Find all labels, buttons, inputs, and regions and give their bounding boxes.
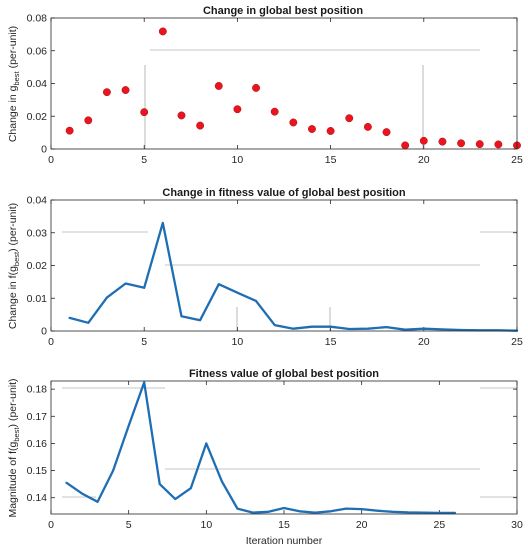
data-point	[84, 116, 93, 125]
x-tick-label: 0	[48, 154, 54, 166]
reference-lines	[144, 49, 480, 149]
data-marks	[68, 221, 519, 332]
x-tick-label: 10	[200, 519, 212, 531]
chart-panel-fitness-change: Change in fitness value of global best p…	[7, 187, 523, 348]
data-point	[252, 83, 260, 92]
x-tick-label: 5	[141, 336, 147, 348]
data-point	[140, 108, 149, 117]
x-tick-label: 10	[232, 154, 244, 166]
chart-title: Fitness value of global best position	[189, 368, 379, 380]
data-point	[177, 111, 186, 120]
chart-panel-global-best-position-change: Change in global best position Change in…	[7, 5, 523, 166]
plot-frame	[50, 17, 518, 150]
y-tick-label: 0.15	[27, 465, 48, 477]
y-tick-label: 0.06	[27, 45, 48, 57]
data-point	[457, 139, 466, 148]
x-tick-label: 20	[418, 336, 430, 348]
data-point	[196, 121, 205, 130]
y-tick-label: 0.01	[27, 293, 48, 305]
chart-title: Change in fitness value of global best p…	[162, 187, 406, 199]
series-line	[65, 381, 457, 515]
y-tick-label: 0.18	[27, 384, 48, 396]
reference-lines	[62, 231, 517, 331]
y-axis-label: Change in gbest (per-unit)	[7, 26, 21, 142]
axis-ticks: 0 5 10 15 20 25 0 0.01 0.02 0.03 0.04	[27, 195, 523, 349]
data-point	[345, 114, 354, 123]
y-tick-label: 0.14	[27, 492, 48, 504]
x-tick-label: 25	[433, 519, 445, 531]
x-tick-label: 15	[325, 336, 337, 348]
x-tick-label: 0	[48, 336, 54, 348]
data-point	[401, 141, 410, 150]
data-marks	[65, 381, 457, 515]
data-point	[363, 122, 372, 131]
data-point	[289, 118, 298, 127]
x-tick-label: 25	[511, 154, 523, 166]
data-point	[308, 125, 316, 133]
plot-frame	[50, 199, 518, 332]
data-point	[121, 86, 130, 95]
data-point	[270, 107, 279, 116]
chart-panel-fitness-value: Fitness value of global best position Ma…	[7, 368, 523, 547]
y-axis-label: Magnitude of f(gbest) (per-unit)	[7, 378, 21, 517]
reference-lines	[62, 387, 517, 498]
data-point	[214, 82, 223, 90]
data-point	[326, 127, 335, 135]
y-tick-label: 0.16	[27, 438, 48, 450]
data-point	[475, 140, 484, 149]
data-point	[158, 27, 167, 36]
y-tick-label: 0.03	[27, 227, 48, 239]
data-point	[382, 128, 391, 137]
plot-frame	[50, 380, 518, 515]
y-tick-label: 0.04	[27, 195, 48, 207]
y-tick-label: 0.08	[27, 13, 48, 25]
x-tick-label: 25	[511, 336, 523, 348]
x-tick-label: 20	[356, 519, 368, 531]
y-tick-label: 0.02	[27, 260, 48, 272]
x-tick-label: 20	[418, 154, 430, 166]
y-tick-label: 0.02	[27, 111, 48, 123]
x-tick-label: 0	[48, 519, 54, 531]
data-point	[438, 137, 447, 146]
data-point	[494, 140, 503, 149]
x-tick-label: 15	[325, 154, 337, 166]
x-tick-label: 10	[232, 336, 244, 348]
data-point	[419, 136, 428, 145]
data-marks	[65, 27, 521, 150]
y-tick-label: 0	[41, 326, 47, 338]
chart-title: Change in global best position	[203, 5, 363, 17]
data-point	[65, 126, 74, 135]
y-tick-label: 0.17	[27, 411, 48, 423]
x-tick-label: 30	[511, 519, 523, 531]
data-point	[233, 105, 242, 114]
series-line	[68, 221, 519, 332]
x-tick-label: 5	[141, 154, 147, 166]
x-tick-label: 15	[278, 519, 290, 531]
axis-ticks: 0 5 10 15 20 25 30 0.14 0.15 0.16 0.17 0.18	[27, 381, 523, 531]
y-axis-label: Change in f(gbest) (per-unit)	[7, 203, 21, 329]
axis-ticks: 0 5 10 15 20 25 0 0.02 0.04 0.06 0.08	[27, 13, 523, 167]
y-tick-label: 0.04	[27, 78, 48, 90]
data-point	[102, 88, 111, 97]
x-axis-label: Iteration number	[246, 535, 323, 547]
y-tick-label: 0	[41, 144, 47, 156]
x-tick-label: 5	[126, 519, 132, 531]
